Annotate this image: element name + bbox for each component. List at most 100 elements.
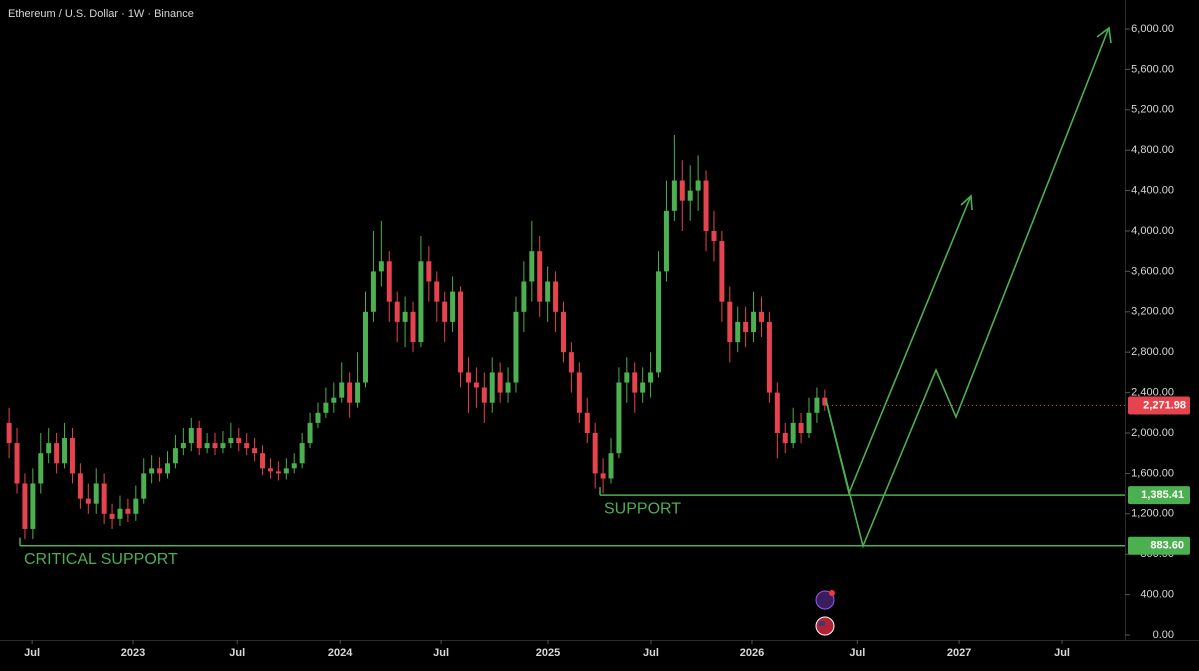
projection bbox=[825, 26, 1112, 549]
candle-body bbox=[347, 382, 353, 403]
x-tick-label: 2027 bbox=[947, 647, 971, 659]
y-tick-label: 2,000.00 bbox=[1131, 427, 1174, 439]
candle-body bbox=[141, 473, 147, 499]
candle-body bbox=[109, 513, 115, 519]
candle-body bbox=[133, 498, 139, 514]
candle-body bbox=[679, 180, 685, 201]
candle-body bbox=[782, 433, 788, 444]
candle-body bbox=[608, 453, 614, 479]
candle-body bbox=[299, 443, 305, 464]
candle-body bbox=[62, 438, 68, 464]
candle-body bbox=[85, 498, 91, 504]
last-price-badge bbox=[1128, 396, 1190, 415]
candle-body bbox=[663, 210, 669, 272]
y-tick-label: 1,200.00 bbox=[1131, 508, 1174, 520]
candle-body bbox=[244, 443, 250, 449]
arrow-head bbox=[960, 194, 973, 211]
candle-body bbox=[616, 382, 622, 454]
candle-body bbox=[513, 311, 519, 383]
candle-body bbox=[640, 382, 646, 393]
candle-body bbox=[267, 468, 273, 472]
y-tick-label: 4,800.00 bbox=[1131, 144, 1174, 156]
y-tick-label: 5,600.00 bbox=[1131, 63, 1174, 75]
candle-body bbox=[386, 261, 392, 302]
candle-body bbox=[600, 473, 606, 479]
candle-body bbox=[695, 180, 701, 191]
candle-body bbox=[149, 468, 155, 474]
candle-body bbox=[798, 422, 804, 433]
candle-body bbox=[727, 301, 733, 343]
x-tick-label: Jul bbox=[229, 647, 245, 659]
candle-body bbox=[22, 483, 28, 529]
x-tick-label: Jul bbox=[24, 647, 40, 659]
candle-body bbox=[228, 438, 234, 444]
candle-body bbox=[212, 443, 218, 449]
x-tick-label: 2023 bbox=[121, 647, 145, 659]
candle-body bbox=[790, 422, 796, 444]
last-price-label: 2,271.98 bbox=[1143, 399, 1186, 411]
candle-body bbox=[38, 453, 44, 484]
candle-body bbox=[624, 372, 630, 383]
candle-body bbox=[584, 412, 590, 433]
candle-body bbox=[165, 463, 171, 474]
marks: 0.00400.00800.001,200.001,600.002,000.00… bbox=[6, 23, 1190, 659]
candle-body bbox=[806, 412, 812, 433]
candle-body bbox=[370, 271, 376, 312]
candle-body bbox=[236, 438, 242, 444]
candle-body bbox=[648, 372, 654, 383]
candle-body bbox=[774, 392, 780, 433]
candle-body bbox=[275, 471, 281, 474]
candle-body bbox=[553, 281, 559, 312]
candle-body bbox=[434, 281, 440, 302]
candle-body bbox=[481, 387, 487, 403]
arrow-head bbox=[1096, 26, 1112, 44]
y-tick-label: 400.00 bbox=[1140, 589, 1174, 601]
y-tick-label: 3,200.00 bbox=[1131, 306, 1174, 318]
candle-body bbox=[656, 271, 662, 373]
candle-body bbox=[14, 443, 20, 484]
candle-body bbox=[458, 291, 464, 373]
price-badge-label: 883.60 bbox=[1150, 540, 1184, 552]
candle-body bbox=[291, 463, 297, 469]
support-text: CRITICAL SUPPORT bbox=[24, 551, 178, 568]
candle-body bbox=[283, 468, 289, 474]
price-badge-label: 1,385.41 bbox=[1141, 489, 1184, 501]
y-tick-label: 4,000.00 bbox=[1131, 225, 1174, 237]
candle-body bbox=[505, 382, 511, 393]
y-tick-label: 5,200.00 bbox=[1131, 104, 1174, 116]
candle-body bbox=[355, 382, 361, 403]
candle-body bbox=[537, 251, 543, 302]
chart-title: Ethereum / U.S. Dollar · 1W · Binance bbox=[8, 8, 194, 20]
candle-body bbox=[743, 321, 749, 332]
y-tick-label: 2,400.00 bbox=[1131, 387, 1174, 399]
candle-body bbox=[814, 397, 820, 413]
candle-body bbox=[339, 382, 345, 398]
candle-body bbox=[260, 453, 266, 469]
candle-body bbox=[204, 443, 210, 449]
price-badge bbox=[1128, 536, 1190, 555]
candle-body bbox=[402, 311, 408, 322]
y-tick-label: 2,800.00 bbox=[1131, 346, 1174, 358]
event-icon[interactable] bbox=[815, 590, 835, 610]
candle-body bbox=[426, 261, 432, 282]
x-tick-label: 2025 bbox=[536, 647, 560, 659]
candle-body bbox=[418, 261, 424, 343]
candle-body bbox=[410, 311, 416, 343]
candle-body bbox=[54, 443, 60, 464]
candle-body bbox=[758, 311, 764, 322]
x-tick-label: Jul bbox=[433, 647, 449, 659]
candle-body bbox=[719, 241, 725, 302]
y-tick-label: 0.00 bbox=[1153, 629, 1174, 641]
candle-body bbox=[529, 251, 535, 282]
candle-body bbox=[157, 468, 163, 474]
candle-body bbox=[196, 427, 202, 449]
candle-body bbox=[766, 321, 772, 393]
candle-body bbox=[592, 433, 598, 474]
event-dot bbox=[829, 590, 835, 596]
y-tick-label: 6,000.00 bbox=[1131, 23, 1174, 35]
candle-body bbox=[473, 382, 479, 388]
candle-body bbox=[101, 483, 107, 514]
candle-body bbox=[394, 301, 400, 322]
